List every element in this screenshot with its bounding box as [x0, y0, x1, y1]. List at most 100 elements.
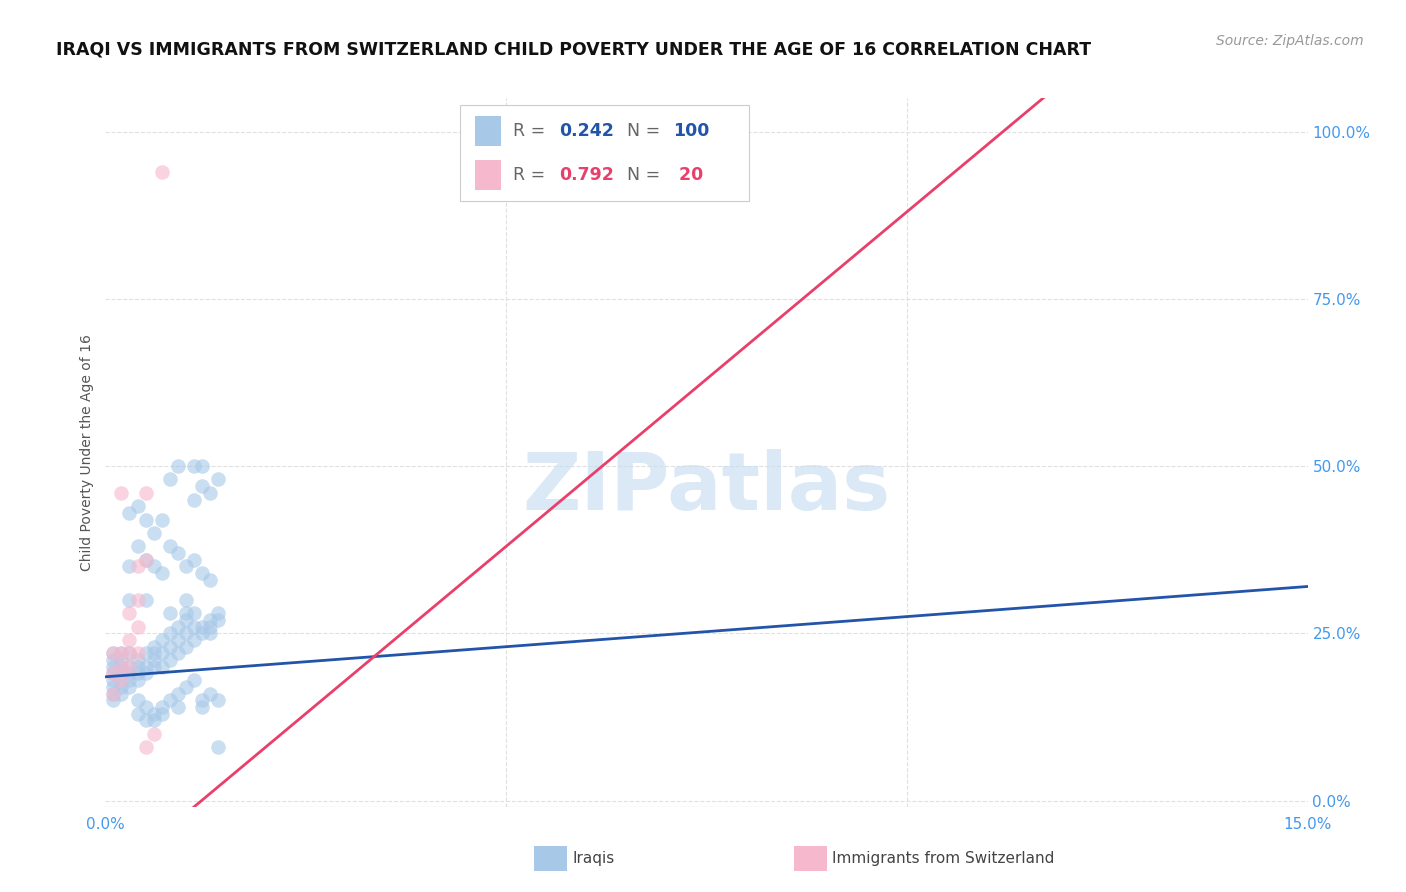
Point	[103, 646, 125, 660]
Point	[198, 573, 221, 587]
Point	[118, 593, 141, 607]
Point	[118, 680, 141, 694]
Text: IRAQI VS IMMIGRANTS FROM SWITZERLAND CHILD POVERTY UNDER THE AGE OF 16 CORRELATI: IRAQI VS IMMIGRANTS FROM SWITZERLAND CHI…	[56, 40, 1091, 58]
Text: 20: 20	[673, 166, 703, 184]
Point	[174, 680, 197, 694]
Text: Immigrants from Switzerland: Immigrants from Switzerland	[832, 851, 1054, 865]
Bar	[474, 161, 501, 190]
Point	[127, 593, 149, 607]
Point	[127, 620, 149, 634]
Point	[135, 740, 157, 755]
Point	[183, 553, 205, 567]
Point	[150, 633, 173, 648]
Point	[103, 687, 125, 701]
Point	[118, 506, 141, 520]
Point	[103, 693, 125, 707]
Point	[166, 646, 188, 660]
Point	[110, 646, 132, 660]
Point	[142, 646, 165, 660]
Point	[150, 165, 173, 179]
Point	[103, 660, 125, 674]
Point	[183, 673, 205, 688]
Point	[190, 620, 212, 634]
Point	[150, 513, 173, 527]
Point	[190, 479, 212, 493]
Point	[174, 640, 197, 654]
Point	[174, 613, 197, 627]
Point	[190, 626, 212, 640]
Point	[135, 513, 157, 527]
Point	[198, 687, 221, 701]
Point	[127, 693, 149, 707]
Point	[135, 660, 157, 674]
Point	[207, 613, 229, 627]
Point	[110, 673, 132, 688]
Point	[110, 660, 132, 674]
Point	[183, 620, 205, 634]
Point	[135, 593, 157, 607]
Point	[110, 486, 132, 500]
Point	[103, 666, 125, 681]
Point	[142, 660, 165, 674]
Point	[159, 607, 181, 621]
Text: R =: R =	[513, 166, 551, 184]
Point	[190, 693, 212, 707]
Point	[198, 620, 221, 634]
Text: N =: N =	[627, 122, 666, 140]
Point	[110, 680, 132, 694]
Point	[166, 620, 188, 634]
Point	[190, 699, 212, 714]
Bar	[474, 116, 501, 146]
Point	[142, 559, 165, 574]
Point	[103, 666, 125, 681]
Point	[166, 546, 188, 560]
Point	[142, 726, 165, 740]
Point	[150, 646, 173, 660]
Point	[142, 706, 165, 721]
Point	[159, 626, 181, 640]
Point	[110, 687, 132, 701]
Point	[127, 653, 149, 667]
Point	[127, 673, 149, 688]
Point	[127, 559, 149, 574]
Point	[103, 673, 125, 688]
Point	[198, 613, 221, 627]
Point	[118, 660, 141, 674]
Point	[166, 633, 188, 648]
Text: 0.792: 0.792	[558, 166, 613, 184]
Point	[166, 699, 188, 714]
Point	[142, 526, 165, 541]
Point	[127, 500, 149, 514]
Point	[198, 626, 221, 640]
Point	[118, 673, 141, 688]
Text: ZIPatlas: ZIPatlas	[523, 450, 890, 527]
Y-axis label: Child Poverty Under the Age of 16: Child Poverty Under the Age of 16	[80, 334, 94, 571]
Point	[103, 653, 125, 667]
Point	[207, 693, 229, 707]
Point	[118, 646, 141, 660]
Point	[127, 660, 149, 674]
Point	[150, 699, 173, 714]
Point	[127, 646, 149, 660]
Text: Iraqis: Iraqis	[572, 851, 614, 865]
Point	[135, 666, 157, 681]
Point	[135, 553, 157, 567]
Point	[103, 680, 125, 694]
Point	[159, 653, 181, 667]
Point	[135, 714, 157, 728]
Point	[127, 539, 149, 553]
Point	[159, 640, 181, 654]
Text: 100: 100	[673, 122, 709, 140]
Point	[118, 660, 141, 674]
Point	[159, 473, 181, 487]
Point	[110, 666, 132, 681]
Point	[142, 714, 165, 728]
Point	[159, 539, 181, 553]
Point	[174, 559, 197, 574]
Point	[110, 653, 132, 667]
Point	[190, 566, 212, 581]
Text: 0.242: 0.242	[558, 122, 613, 140]
Text: R =: R =	[513, 122, 551, 140]
Point	[118, 607, 141, 621]
Point	[183, 459, 205, 474]
